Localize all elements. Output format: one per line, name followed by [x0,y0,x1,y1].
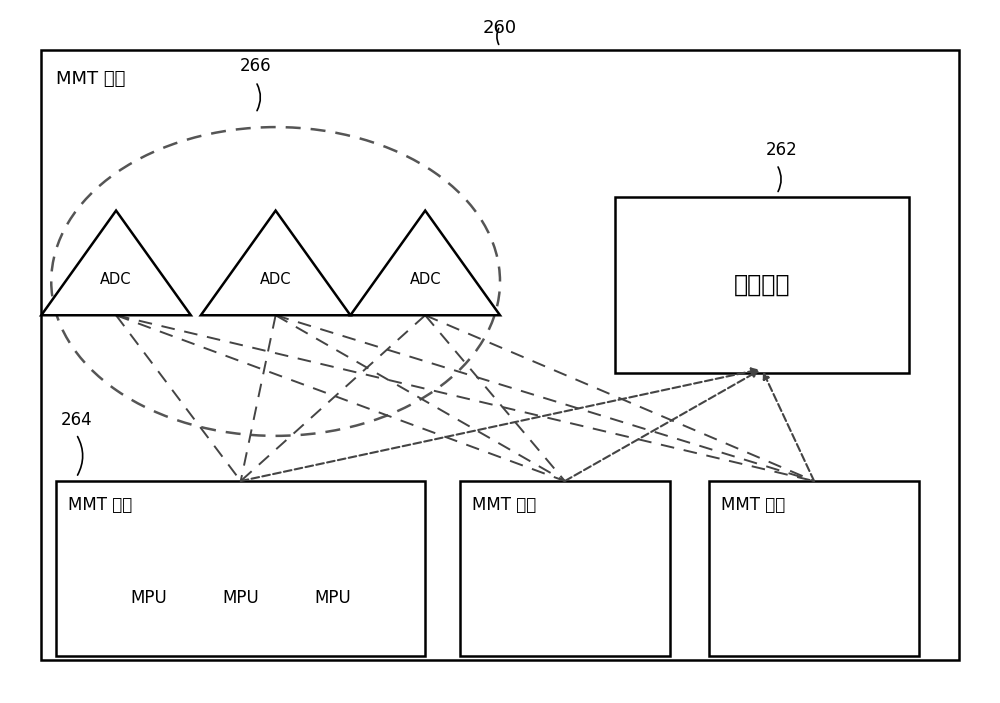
Polygon shape [201,211,350,315]
Bar [615,198,909,373]
Text: ADC: ADC [100,271,132,287]
Bar [460,481,670,656]
Text: 266: 266 [240,56,271,75]
Text: 264: 264 [60,411,92,429]
Text: MPU: MPU [315,589,351,607]
Bar [709,481,919,656]
Text: ADC: ADC [260,271,291,287]
Polygon shape [350,211,500,315]
Text: ADC: ADC [409,271,441,287]
Text: MPU: MPU [222,589,259,607]
Text: 组成信息: 组成信息 [734,273,790,297]
Bar [41,51,959,659]
Text: MMT 资产: MMT 资产 [68,496,132,515]
Text: MMT 分组: MMT 分组 [56,70,126,88]
Text: MMT 资产: MMT 资产 [472,496,536,515]
Bar [56,481,425,656]
Text: MMT 资产: MMT 资产 [721,496,786,515]
Text: 262: 262 [766,141,798,159]
Text: MPU: MPU [130,589,167,607]
Text: 260: 260 [483,19,517,37]
Polygon shape [41,211,191,315]
